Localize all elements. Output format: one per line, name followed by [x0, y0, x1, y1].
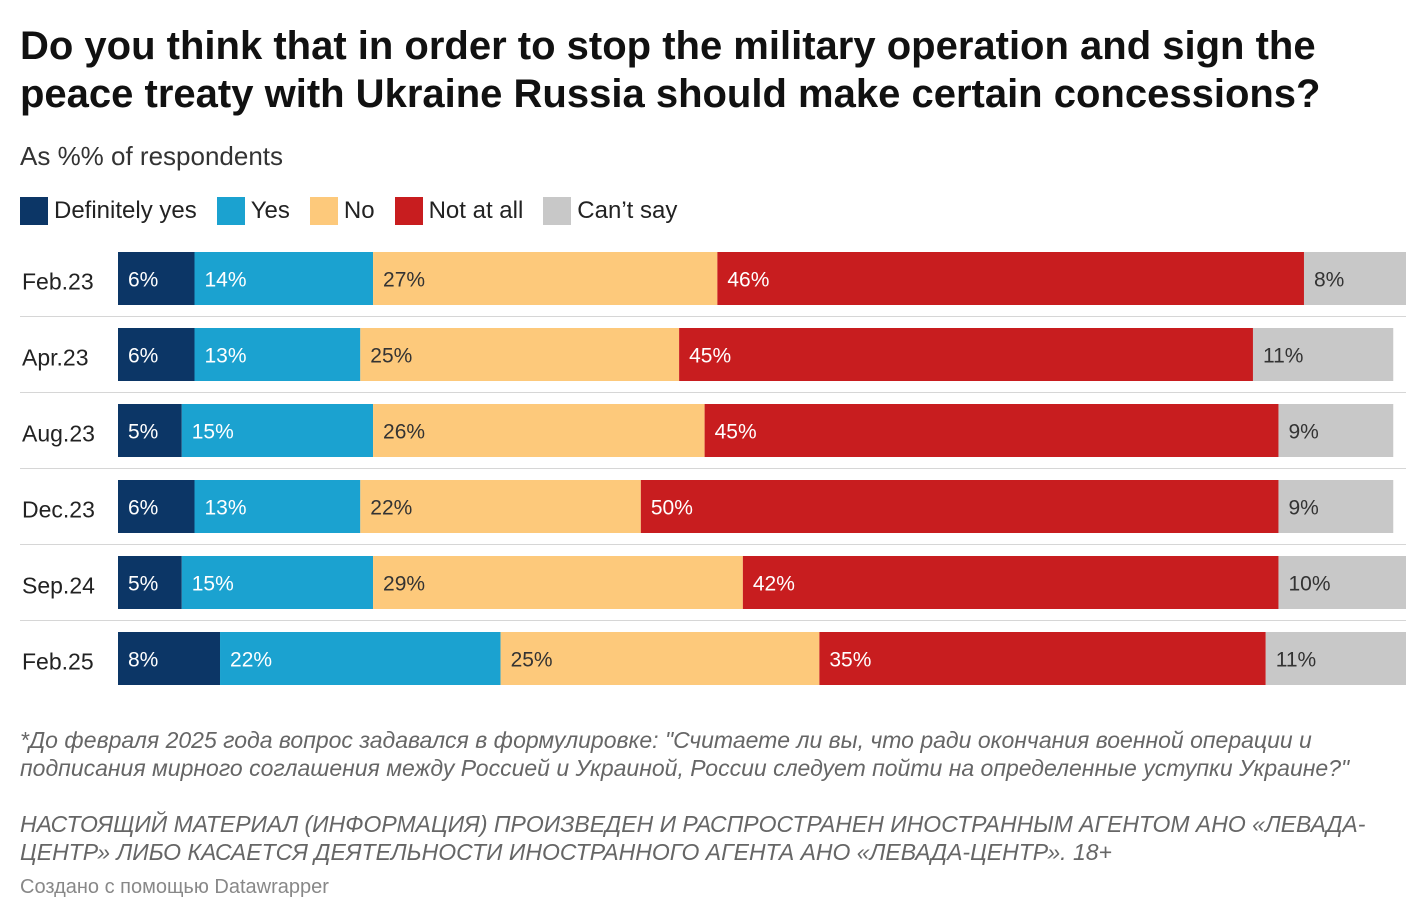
- bar-segment-yes: [220, 632, 501, 685]
- bar-segment-can-t-say: [1252, 328, 1394, 381]
- bar-segment-definitely-yes: [118, 632, 221, 685]
- category-label: Apr.23: [22, 345, 89, 371]
- data-label: 13%: [205, 345, 247, 368]
- bar-segment-yes: [181, 404, 374, 457]
- data-label: 42%: [753, 573, 795, 596]
- chart-subtitle: As %% of respondents: [20, 141, 284, 171]
- data-label: 15%: [192, 421, 234, 444]
- footnote: *До февраля 2025 года вопрос задавался в…: [20, 727, 1350, 781]
- bar-segment-not-at-all: [679, 328, 1253, 381]
- data-label: 45%: [715, 421, 757, 444]
- data-label: 9%: [1288, 421, 1318, 444]
- data-label: 46%: [727, 269, 769, 292]
- data-label: 5%: [128, 573, 158, 596]
- bar-segment-definitely-yes: [118, 556, 182, 609]
- data-label: 8%: [1314, 269, 1344, 292]
- stacked-bar-chart: Feb.23 6% 14% 27% 46% 8%Apr.23 6% 13% 25% 45% 11%A…: [20, 252, 1406, 685]
- data-label: 10%: [1288, 573, 1330, 596]
- data-label: 11%: [1263, 345, 1303, 368]
- category-label: Feb.23: [22, 269, 94, 295]
- bar-segment-can-t-say: [1278, 404, 1394, 457]
- data-label: 11%: [1276, 649, 1316, 672]
- bar-segment-can-t-say: [1278, 480, 1394, 533]
- datawrapper-credit: Создано с помощью Datawrapper: [20, 876, 329, 898]
- bar-segment-yes: [194, 480, 361, 533]
- bar-segment-no: [360, 328, 680, 381]
- bar-segment-no: [360, 480, 641, 533]
- bar-segment-can-t-say: [1303, 252, 1406, 305]
- bar-segment-yes: [181, 556, 374, 609]
- bar-segment-not-at-all: [819, 632, 1266, 685]
- data-label: 15%: [192, 573, 234, 596]
- bar-segment-not-at-all: [717, 252, 1304, 305]
- legend-label-no: No: [343, 197, 375, 224]
- data-label: 50%: [651, 497, 693, 520]
- data-label: 13%: [205, 497, 247, 520]
- bar-segment-definitely-yes: [118, 328, 195, 381]
- bar-segment-yes: [194, 328, 361, 381]
- data-label: 22%: [230, 649, 272, 672]
- legend-swatch-definitely-yes: [20, 197, 48, 225]
- legend-item-yes: Yes: [216, 197, 290, 225]
- legend-item-cant-say: Can’t say: [543, 197, 677, 225]
- data-label: 6%: [128, 345, 158, 368]
- category-label: Dec.23: [22, 497, 95, 523]
- legend-swatch-no: [309, 197, 338, 225]
- bar-row-aug-23: Aug.23 5% 15% 26% 45% 9%: [22, 404, 1394, 457]
- legend-swatch-not-at-all: [394, 197, 423, 225]
- legend-label-definitely-yes: Definitely yes: [54, 197, 197, 224]
- foreign-agent-disclaimer: НАСТОЯЩИЙ МАТЕРИАЛ (ИНФОРМАЦИЯ) ПРОИЗВЕД…: [20, 811, 1366, 865]
- bar-segment-not-at-all: [640, 480, 1279, 533]
- bar-segment-definitely-yes: [118, 480, 195, 533]
- data-label: 25%: [511, 649, 553, 672]
- legend: Definitely yes Yes No Not at all Can’t s…: [20, 196, 697, 226]
- bar-row-feb-25: Feb.25 8% 22% 25% 35% 11%: [22, 632, 1406, 685]
- data-label: 27%: [383, 269, 425, 292]
- legend-swatch-cant-say: [543, 197, 572, 225]
- bar-row-dec-23: Dec.23 6% 13% 22% 50% 9%: [22, 480, 1394, 533]
- category-label: Sep.24: [22, 573, 95, 599]
- legend-label-cant-say: Can’t say: [577, 197, 678, 224]
- bar-segment-can-t-say: [1265, 632, 1406, 685]
- bar-segment-no: [373, 556, 743, 609]
- bar-segment-no: [373, 252, 718, 305]
- data-label: 45%: [689, 345, 731, 368]
- bar-segment-can-t-say: [1278, 556, 1406, 609]
- data-label: 14%: [205, 269, 247, 292]
- legend-swatch-yes: [216, 197, 245, 225]
- chart-title: Do you think that in order to stop the m…: [20, 24, 1321, 116]
- bar-segment-yes: [194, 252, 374, 305]
- data-label: 26%: [383, 421, 425, 444]
- category-label: Feb.25: [22, 649, 94, 675]
- bar-row-feb-23: Feb.23 6% 14% 27% 46% 8%: [22, 252, 1406, 305]
- bar-segment-no: [373, 404, 705, 457]
- data-label: 6%: [128, 497, 158, 520]
- data-label: 25%: [370, 345, 412, 368]
- legend-item-no: No: [309, 197, 375, 225]
- data-label: 5%: [128, 421, 158, 444]
- legend-label-yes: Yes: [250, 197, 290, 224]
- data-label: 29%: [383, 573, 425, 596]
- bar-row-sep-24: Sep.24 5% 15% 29% 42% 10%: [22, 556, 1406, 609]
- bar-row-apr-23: Apr.23 6% 13% 25% 45% 11%: [22, 328, 1394, 381]
- data-label: 35%: [829, 649, 871, 672]
- data-label: 8%: [128, 649, 158, 672]
- data-label: 22%: [370, 497, 412, 520]
- legend-item-definitely-yes: Definitely yes: [20, 197, 197, 225]
- bar-segment-definitely-yes: [118, 252, 195, 305]
- category-label: Aug.23: [22, 421, 95, 447]
- bar-segment-no: [500, 632, 820, 685]
- bar-segment-not-at-all: [704, 404, 1279, 457]
- legend-item-not-at-all: Not at all: [394, 197, 524, 225]
- legend-label-not-at-all: Not at all: [428, 197, 524, 224]
- data-label: 6%: [128, 269, 158, 292]
- bar-segment-not-at-all: [742, 556, 1279, 609]
- data-label: 9%: [1288, 497, 1318, 520]
- bar-segment-definitely-yes: [118, 404, 182, 457]
